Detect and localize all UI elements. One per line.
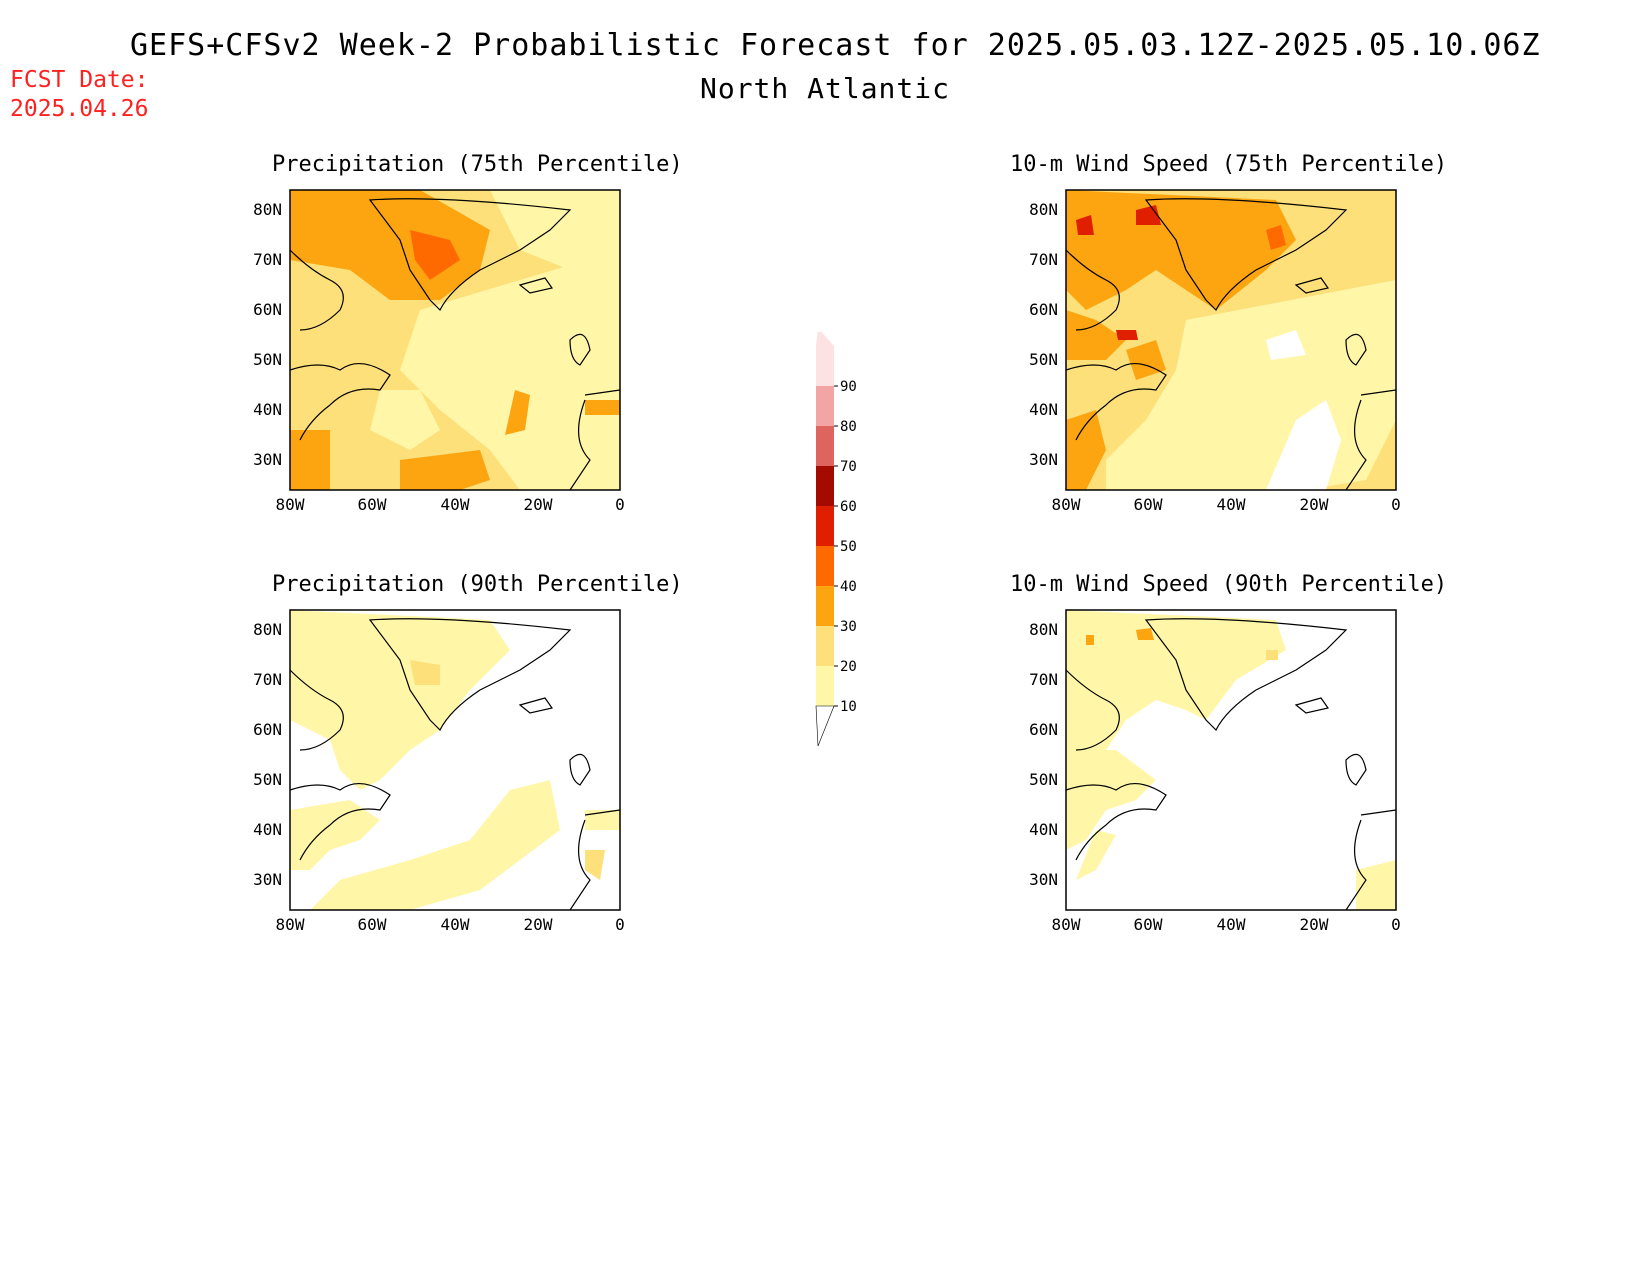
panel-title-precip-90: Precipitation (90th Percentile) xyxy=(272,572,683,597)
lon-tick-label: 60W xyxy=(1134,915,1163,934)
lon-tick-label: 0 xyxy=(615,915,625,934)
panel-title-wind-75: 10-m Wind Speed (75th Percentile) xyxy=(1010,152,1448,177)
colorbar-bottom-arrow xyxy=(815,705,835,747)
lon-tick-label: 40W xyxy=(441,495,470,514)
lat-tick-label: 50N xyxy=(253,350,282,369)
region-subtitle: North Atlantic xyxy=(699,72,950,105)
lon-tick-label: 80W xyxy=(276,495,305,514)
lat-tick-label: 30N xyxy=(253,870,282,889)
lon-axis-precip-75: 80W 60W 40W 20W 0 xyxy=(276,495,625,514)
colorbar-swatch xyxy=(816,386,834,426)
panel-title-precip-75: Precipitation (75th Percentile) xyxy=(272,152,683,177)
colorbar-label: 80 xyxy=(840,419,857,435)
lon-tick-label: 40W xyxy=(1217,915,1246,934)
colorbar-label: 10 xyxy=(840,699,857,715)
colorbar-top-arrow xyxy=(816,332,834,346)
colorbar-swatch xyxy=(816,626,834,666)
lat-tick-label: 30N xyxy=(1029,450,1058,469)
colorbar-swatch xyxy=(816,426,834,466)
forecast-date-value: 2025.04.26 xyxy=(10,96,149,122)
lon-tick-label: 40W xyxy=(1217,495,1246,514)
colorbar: 10 20 30 40 50 60 70 80 90 xyxy=(815,332,857,747)
lat-tick-label: 70N xyxy=(1029,250,1058,269)
lat-tick-label: 80N xyxy=(253,200,282,219)
lat-axis-precip-90: 80N 70N 60N 50N 40N 30N xyxy=(253,620,282,889)
lat-axis-wind-75: 80N 70N 60N 50N 40N 30N xyxy=(1029,200,1058,469)
lon-tick-label: 60W xyxy=(358,495,387,514)
lat-tick-label: 80N xyxy=(253,620,282,639)
lon-tick-label: 80W xyxy=(1052,915,1081,934)
colorbar-label: 50 xyxy=(840,539,857,555)
colorbar-swatch xyxy=(816,666,834,706)
lon-axis-wind-90: 80W 60W 40W 20W 0 xyxy=(1052,915,1401,934)
lat-tick-label: 70N xyxy=(253,670,282,689)
colorbar-label: 40 xyxy=(840,579,857,595)
colorbar-swatch xyxy=(816,506,834,546)
lat-tick-label: 40N xyxy=(1029,400,1058,419)
lon-tick-label: 0 xyxy=(615,495,625,514)
lon-tick-label: 20W xyxy=(1300,915,1329,934)
colorbar-label: 30 xyxy=(840,619,857,635)
map-precip-75: 80N 70N 60N 50N 40N 30N 80W 60W 40W 20W … xyxy=(253,189,625,514)
map-precip-90: 80N 70N 60N 50N 40N 30N 80W 60W 40W 20W … xyxy=(253,609,625,934)
colorbar-label: 70 xyxy=(840,459,857,475)
lat-tick-label: 30N xyxy=(253,450,282,469)
lat-tick-label: 60N xyxy=(1029,300,1058,319)
map-wind-75: 80N 70N 60N 50N 40N 30N 80W 60W 40W 20W … xyxy=(1029,189,1401,514)
colorbar-swatches xyxy=(815,332,835,747)
colorbar-swatch xyxy=(816,346,834,386)
colorbar-label: 20 xyxy=(840,659,857,675)
forecast-date-label: FCST Date: xyxy=(10,67,149,93)
lon-tick-label: 80W xyxy=(276,915,305,934)
colorbar-label: 60 xyxy=(840,499,857,515)
panel-title-wind-90: 10-m Wind Speed (90th Percentile) xyxy=(1010,572,1448,597)
lat-tick-label: 40N xyxy=(253,820,282,839)
lon-tick-label: 0 xyxy=(1391,495,1401,514)
lat-tick-label: 70N xyxy=(1029,670,1058,689)
lon-tick-label: 60W xyxy=(1134,495,1163,514)
figure-title: GEFS+CFSv2 Week-2 Probabilistic Forecast… xyxy=(130,28,1541,63)
lon-tick-label: 80W xyxy=(1052,495,1081,514)
colorbar-swatch xyxy=(816,466,834,506)
lat-tick-label: 60N xyxy=(253,720,282,739)
lat-tick-label: 40N xyxy=(1029,820,1058,839)
lon-axis-precip-90: 80W 60W 40W 20W 0 xyxy=(276,915,625,934)
lat-tick-label: 50N xyxy=(1029,350,1058,369)
colorbar-label: 90 xyxy=(840,379,857,395)
lat-axis-precip-75: 80N 70N 60N 50N 40N 30N xyxy=(253,200,282,469)
lon-tick-label: 60W xyxy=(358,915,387,934)
lon-tick-label: 40W xyxy=(441,915,470,934)
lon-tick-label: 20W xyxy=(524,495,553,514)
map-wind-90: 80N 70N 60N 50N 40N 30N 80W 60W 40W 20W … xyxy=(1029,609,1401,934)
lon-tick-label: 20W xyxy=(1300,495,1329,514)
lon-tick-label: 20W xyxy=(524,915,553,934)
lat-tick-label: 80N xyxy=(1029,620,1058,639)
lon-axis-wind-75: 80W 60W 40W 20W 0 xyxy=(1052,495,1401,514)
lat-tick-label: 50N xyxy=(1029,770,1058,789)
lat-tick-label: 50N xyxy=(253,770,282,789)
lat-tick-label: 60N xyxy=(253,300,282,319)
forecast-date-block: FCST Date: 2025.04.26 xyxy=(10,66,148,124)
colorbar-swatch xyxy=(816,586,834,626)
lon-tick-label: 0 xyxy=(1391,915,1401,934)
lat-tick-label: 80N xyxy=(1029,200,1058,219)
lat-tick-label: 70N xyxy=(253,250,282,269)
lat-tick-label: 60N xyxy=(1029,720,1058,739)
lat-axis-wind-90: 80N 70N 60N 50N 40N 30N xyxy=(1029,620,1058,889)
colorbar-labels: 10 20 30 40 50 60 70 80 90 xyxy=(834,379,857,715)
lat-tick-label: 40N xyxy=(253,400,282,419)
colorbar-swatch xyxy=(816,546,834,586)
lat-tick-label: 30N xyxy=(1029,870,1058,889)
